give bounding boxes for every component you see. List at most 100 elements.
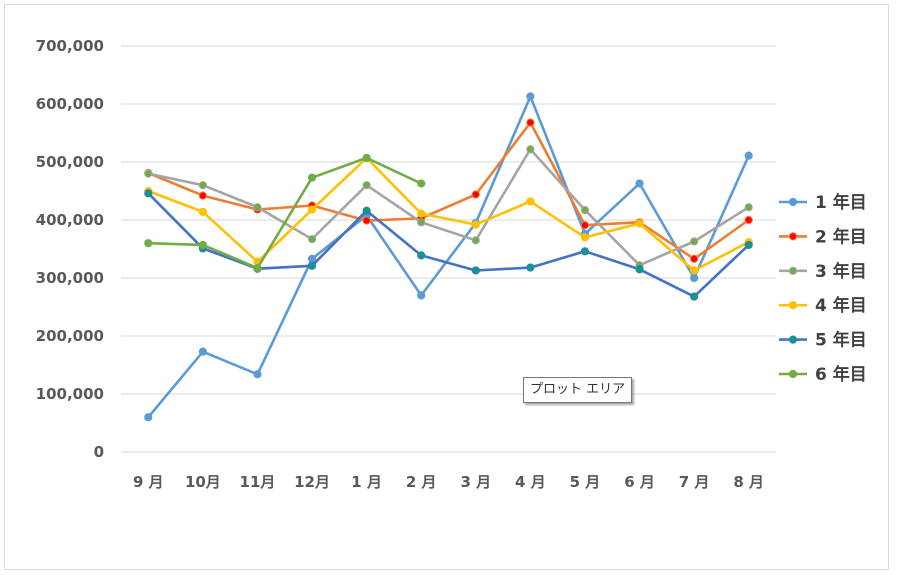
data-point — [417, 209, 426, 218]
data-point — [417, 179, 426, 188]
y-tick-label: 200,000 — [36, 327, 104, 345]
data-point — [307, 173, 317, 182]
legend-label: 3 年目 — [815, 261, 867, 282]
data-point — [144, 413, 153, 422]
legend-label: 2 年目 — [815, 226, 867, 247]
data-point — [471, 236, 480, 245]
series-3 — [144, 145, 753, 270]
data-point — [144, 189, 153, 198]
y-tick-label: 0 — [94, 443, 104, 461]
x-tick-label: 3 月 — [460, 473, 491, 491]
chart-area: 0 100,000 200,000 300,000 400,000 500,000 600,… — [4, 4, 889, 570]
x-tick-label: 2 月 — [406, 473, 437, 491]
legend-marker — [788, 301, 798, 310]
data-point — [744, 151, 753, 160]
legend-item-1[interactable]: 1 年目 — [779, 192, 867, 213]
x-tick-label: 7 月 — [679, 473, 710, 491]
data-point — [744, 215, 753, 225]
x-tick-label: 9 月 — [133, 473, 164, 491]
data-point — [471, 220, 480, 229]
data-point — [362, 206, 371, 215]
legend-marker — [788, 266, 798, 275]
x-tick-label: 6 月 — [624, 473, 655, 491]
data-point — [417, 218, 426, 227]
data-point — [635, 179, 644, 188]
data-point — [362, 216, 371, 225]
x-tick-label: 4 月 — [515, 473, 546, 491]
x-tick-label: 12月 — [294, 473, 330, 491]
data-point — [526, 118, 535, 127]
legend-marker — [788, 197, 798, 207]
data-point — [580, 221, 590, 230]
data-point — [471, 190, 480, 199]
series-line — [147, 95, 750, 419]
legend-marker — [788, 232, 798, 241]
y-tick-label: 100,000 — [36, 385, 104, 403]
data-point — [417, 251, 426, 260]
data-point — [198, 240, 207, 250]
data-point — [580, 206, 590, 215]
data-point — [362, 153, 371, 163]
data-point — [526, 197, 535, 206]
data-point — [198, 181, 207, 190]
x-tick-label: 5 月 — [570, 473, 601, 491]
y-tick-label: 500,000 — [36, 153, 104, 171]
legend-item-3[interactable]: 3 年目 — [779, 261, 867, 282]
data-point — [526, 145, 535, 154]
series-line — [147, 121, 750, 261]
data-point — [690, 273, 699, 283]
data-point — [198, 207, 207, 216]
data-point — [471, 266, 480, 275]
data-point — [690, 266, 699, 275]
legend[interactable]: 1 年目 2 年目 3 年目 4 年目 5 年目 6 年目 — [779, 192, 867, 385]
data-point — [526, 263, 535, 272]
series-line — [148, 156, 422, 270]
data-point — [744, 240, 753, 250]
plot-area-tooltip: プロット エリア — [523, 377, 633, 403]
data-point — [580, 233, 590, 242]
y-axis-labels: 0 100,000 200,000 300,000 400,000 500,000 600,… — [36, 37, 104, 461]
legend-label: 4 年目 — [815, 295, 867, 316]
data-point — [144, 239, 153, 248]
legend-label: 1 年目 — [815, 192, 867, 213]
data-point — [744, 203, 753, 212]
data-point — [253, 370, 262, 379]
y-tick-label: 300,000 — [36, 269, 104, 287]
legend-marker — [788, 335, 798, 344]
legend-item-5[interactable]: 5 年目 — [779, 330, 867, 351]
legend-item-4[interactable]: 4 年目 — [779, 295, 867, 316]
data-point — [690, 292, 699, 301]
data-point — [635, 219, 644, 228]
data-point — [526, 92, 535, 101]
series-6 — [144, 153, 426, 273]
data-point — [635, 265, 644, 274]
series-line — [147, 156, 750, 272]
data-point — [307, 205, 317, 214]
line-chart: 0 100,000 200,000 300,000 400,000 500,000 600,… — [36, 37, 867, 491]
x-tick-label: 8 月 — [733, 473, 764, 491]
data-point — [417, 291, 426, 300]
x-axis-labels: 9 月 10月 11月 12月 1 月 2 月 3 月 4 月 5 月 6 月 7 月 8 月 — [133, 473, 764, 491]
legend-label: 5 年目 — [815, 330, 867, 351]
data-point — [362, 181, 371, 190]
data-point — [690, 237, 699, 246]
data-point — [198, 347, 207, 356]
x-tick-label: 1 月 — [351, 473, 382, 491]
y-tick-label: 700,000 — [36, 37, 104, 55]
y-tick-label: 400,000 — [36, 211, 104, 229]
data-point — [307, 261, 317, 270]
y-tick-label: 600,000 — [36, 95, 104, 113]
data-point — [307, 235, 317, 244]
data-point — [144, 169, 153, 178]
legend-item-2[interactable]: 2 年目 — [779, 226, 867, 247]
legend-label: 6 年目 — [815, 364, 867, 385]
data-point — [253, 203, 262, 212]
data-point — [690, 254, 699, 263]
series-lines — [144, 92, 753, 422]
x-tick-label: 10月 — [185, 473, 221, 491]
data-point — [198, 191, 207, 200]
x-tick-label: 11月 — [240, 473, 276, 491]
series-line — [148, 147, 750, 267]
legend-marker — [788, 369, 798, 379]
legend-item-6[interactable]: 6 年目 — [779, 364, 867, 385]
